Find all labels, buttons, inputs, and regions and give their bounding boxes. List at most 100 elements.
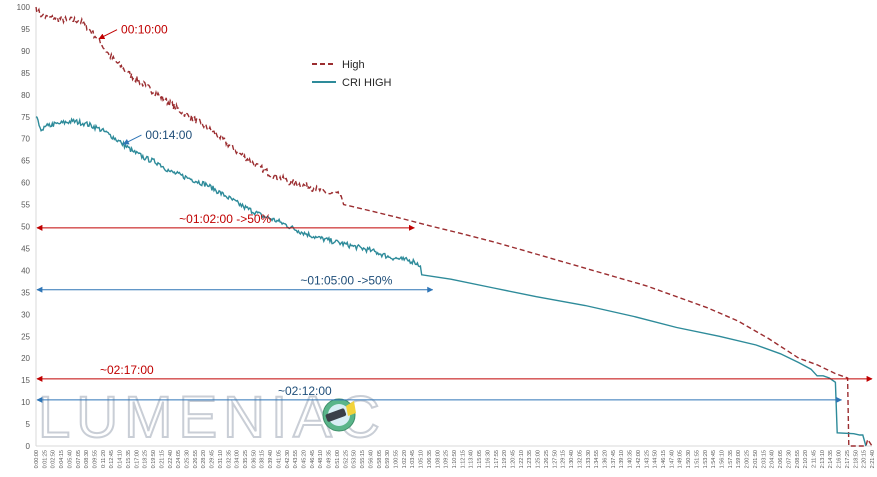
- x-tick-label: 1:34:55: [594, 450, 600, 468]
- x-tick-label: 2:00:25: [745, 450, 751, 468]
- x-tick-label: 1:05:10: [419, 450, 425, 468]
- x-tick-label: 1:51:55: [694, 450, 700, 468]
- y-tick-label: 5: [26, 420, 31, 429]
- y-tick-label: 25: [21, 332, 30, 341]
- x-tick-label: 1:13:40: [469, 450, 475, 468]
- x-tick-label: 0:15:35: [126, 450, 132, 468]
- x-tick-label: 1:47:40: [669, 450, 675, 468]
- y-tick-label: 100: [17, 3, 31, 12]
- x-tick-label: 1:26:25: [544, 450, 550, 468]
- x-tick-label: 1:33:30: [586, 450, 592, 468]
- x-tick-label: 1:06:35: [427, 450, 433, 468]
- x-tick-label: 0:01:25: [42, 450, 48, 468]
- x-tick-label: 0:19:50: [151, 450, 157, 468]
- x-tick-label: 0:41:05: [276, 450, 282, 468]
- y-tick-labels: 0 5 10 15 20 25 30 35 40 45 50 55 60 65 70 75 80 85 90 95 10…: [17, 3, 31, 451]
- annotation-duration-label: ~02:17:00: [100, 363, 154, 377]
- x-tick-label: 2:13:10: [820, 450, 826, 468]
- x-tick-label: 1:23:35: [527, 450, 533, 468]
- x-tick-label: 1:22:10: [519, 450, 525, 468]
- x-tick-label: 0:48:10: [318, 450, 324, 468]
- x-tick-label: 1:49:05: [678, 450, 684, 468]
- watermark: LUMENIAC: [37, 384, 381, 451]
- annotation-pointer-arrow: [122, 134, 142, 145]
- x-tick-label: 0:34:00: [235, 450, 241, 468]
- y-tick-label: 0: [26, 442, 31, 451]
- y-tick-label: 10: [21, 398, 30, 407]
- x-tick-label: 0:45:20: [302, 450, 308, 468]
- x-tick-label: 1:03:45: [410, 450, 416, 468]
- x-tick-label: 1:30:40: [569, 450, 575, 468]
- y-tick-label: 95: [21, 25, 30, 34]
- y-tick-label: 85: [21, 69, 30, 78]
- x-tick-label: 1:43:25: [644, 450, 650, 468]
- x-tick-label: 1:50:30: [686, 450, 692, 468]
- y-tick-label: 75: [21, 113, 30, 122]
- x-tick-label: 1:46:15: [661, 450, 667, 468]
- flashlight-logo-icon: [322, 398, 356, 432]
- x-tick-label: 0:42:30: [285, 450, 291, 468]
- y-tick-label: 50: [21, 223, 30, 232]
- chart-axes: [35, 7, 872, 447]
- x-tick-label: 1:08:00: [435, 450, 441, 468]
- x-tick-label: 1:59:00: [736, 450, 742, 468]
- x-tick-label: 1:27:50: [552, 450, 558, 468]
- y-tick-label: 70: [21, 135, 30, 144]
- x-tick-label: 2:20:15: [862, 450, 868, 468]
- x-tick-label: 0:29:45: [210, 450, 216, 468]
- annotations: 00:10:00 00:14:00 ~01:02:00 ->50% ~01:05:00…: [36, 23, 873, 403]
- y-tick-label: 35: [21, 288, 30, 297]
- x-tick-label: 1:02:20: [402, 450, 408, 468]
- x-tick-label: 0:35:25: [243, 450, 249, 468]
- x-tick-label: 2:07:30: [786, 450, 792, 468]
- x-tick-label: 1:37:45: [611, 450, 617, 468]
- x-tick-label: 0:55:15: [360, 450, 366, 468]
- x-tick-label: 0:28:20: [201, 450, 207, 468]
- legend: High CRI HIGH: [312, 59, 392, 89]
- x-tick-label: 0:11:20: [101, 450, 107, 468]
- x-tick-label: 1:16:30: [485, 450, 491, 468]
- y-tick-label: 45: [21, 244, 30, 253]
- x-tick-label: 0:53:50: [352, 450, 358, 468]
- x-tick-label: 0:21:15: [159, 450, 165, 468]
- series-cri-high-line: [35, 116, 867, 447]
- x-tick-label: 0:43:55: [293, 450, 299, 468]
- x-tick-label: 2:18:50: [853, 450, 859, 468]
- x-tick-label: 2:03:15: [761, 450, 767, 468]
- x-tick-label: 0:24:05: [176, 450, 182, 468]
- x-tick-label: 0:25:30: [184, 450, 190, 468]
- x-tick-label: 0:31:10: [218, 450, 224, 468]
- annotation-pointer-arrow: [98, 29, 118, 40]
- x-tick-label: 0:17:00: [134, 450, 140, 468]
- y-tick-label: 90: [21, 47, 30, 56]
- x-tick-label: 2:17:25: [845, 450, 851, 468]
- annotation-duration-label: ~02:12:00: [278, 384, 332, 398]
- x-tick-label: 1:32:05: [577, 450, 583, 468]
- x-tick-label: 0:07:05: [76, 450, 82, 468]
- x-tick-label: 1:10:50: [452, 450, 458, 468]
- annotation-duration-label: ~01:05:00 ->50%: [300, 274, 392, 288]
- x-tick-label: 1:25:00: [536, 450, 542, 468]
- annotation-time-label: 00:14:00: [145, 128, 192, 142]
- x-tick-label: 0:49:35: [327, 450, 333, 468]
- x-tick-label: 1:53:20: [703, 450, 709, 468]
- x-tick-label: 0:18:25: [143, 450, 149, 468]
- series-lines: [35, 6, 873, 447]
- x-tick-label: 0:36:50: [251, 450, 257, 468]
- x-tick-labels: 0:00:00 0:01:25 0:02:50 0:04:15 0:05:40 0:07:…: [34, 450, 876, 468]
- x-tick-label: 1:17:55: [494, 450, 500, 468]
- annotation-duration-label: ~01:02:00 ->50%: [179, 212, 271, 226]
- x-tick-label: 2:08:55: [795, 450, 801, 468]
- y-tick-label: 65: [21, 157, 30, 166]
- x-tick-label: 1:42:00: [636, 450, 642, 468]
- x-tick-label: 0:39:40: [268, 450, 274, 468]
- x-tick-label: 0:52:25: [343, 450, 349, 468]
- x-tick-label: 2:10:20: [803, 450, 809, 468]
- x-tick-label: 0:02:50: [51, 450, 57, 468]
- x-tick-label: 2:04:40: [770, 450, 776, 468]
- y-tick-label: 60: [21, 179, 30, 188]
- x-tick-label: 0:00:00: [34, 450, 40, 468]
- y-tick-label: 20: [21, 354, 30, 363]
- x-tick-label: 1:36:20: [602, 450, 608, 468]
